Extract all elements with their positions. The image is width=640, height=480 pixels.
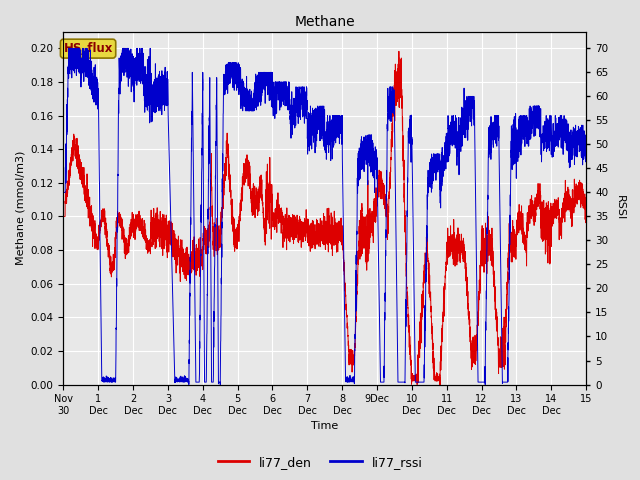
Y-axis label: RSSI: RSSI	[615, 195, 625, 221]
Title: Methane: Methane	[294, 15, 355, 29]
Y-axis label: Methane (mmol/m3): Methane (mmol/m3)	[15, 151, 25, 265]
Text: HS_flux: HS_flux	[63, 42, 113, 55]
X-axis label: Time: Time	[311, 421, 339, 432]
Legend: li77_den, li77_rssi: li77_den, li77_rssi	[212, 451, 428, 474]
